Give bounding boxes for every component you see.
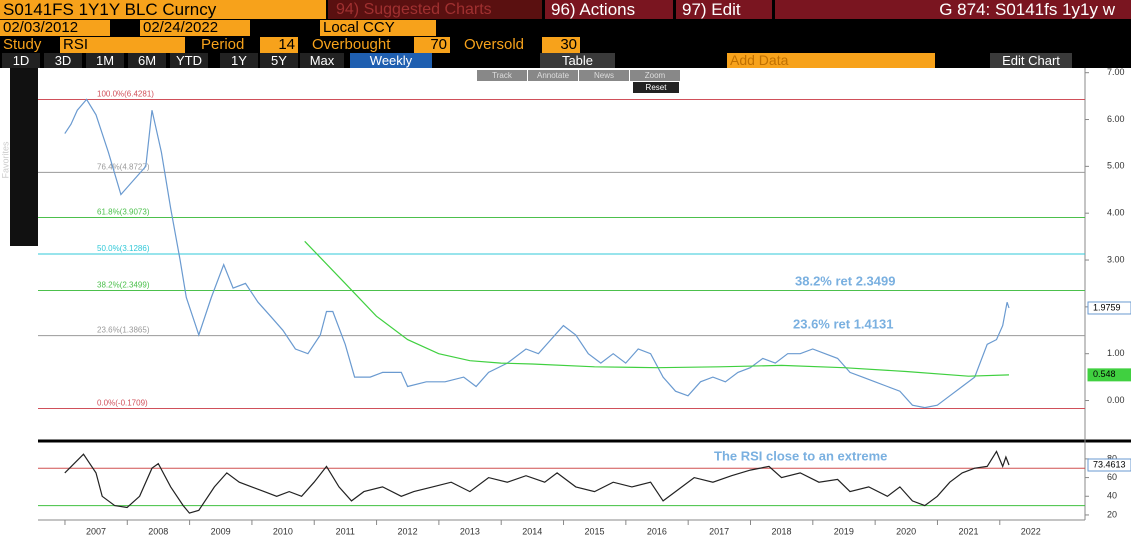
y-tick-label: 4.00 xyxy=(1107,208,1125,218)
study-label: Study xyxy=(3,36,42,53)
table-button[interactable]: Table xyxy=(540,53,615,68)
range-button[interactable]: 1D xyxy=(2,53,40,68)
annotation: 23.6% ret 1.4131 xyxy=(793,316,893,331)
y-tick-label: 60 xyxy=(1107,472,1117,482)
add-data[interactable]: Add Data xyxy=(727,53,935,68)
range-button[interactable]: 5Y xyxy=(260,53,298,68)
overbought[interactable]: 70 xyxy=(414,37,450,53)
range-button[interactable]: YTD xyxy=(170,53,208,68)
range-button[interactable]: 3D xyxy=(44,53,82,68)
page-id: G 874: S0141fs 1y1y w xyxy=(775,0,1131,19)
last-value-box xyxy=(1087,458,1131,472)
x-tick-label: 2020 xyxy=(896,526,916,536)
y-tick-label: 3.00 xyxy=(1107,254,1125,264)
tool-sidebar xyxy=(10,68,38,246)
y-tick-label: 80 xyxy=(1107,453,1117,463)
y-tick-label: 6.00 xyxy=(1107,114,1125,124)
fib-label: 50.0%(3.1286) xyxy=(97,244,150,253)
x-tick-label: 2012 xyxy=(398,526,418,536)
x-tick-label: 2010 xyxy=(273,526,293,536)
y-tick-label: 20 xyxy=(1107,509,1117,519)
x-tick-label: 2018 xyxy=(771,526,791,536)
fib-label: 38.2%(2.3499) xyxy=(97,281,150,290)
reset[interactable]: Reset xyxy=(633,82,679,93)
start-date[interactable]: 02/03/2012 xyxy=(0,20,110,36)
last-value-box xyxy=(1087,368,1131,382)
chart-bg xyxy=(0,68,1131,538)
x-tick-label: 2014 xyxy=(522,526,542,536)
y-tick-label: 7.00 xyxy=(1107,67,1125,77)
x-tick-label: 2011 xyxy=(336,526,355,536)
tool-button[interactable]: Annotate xyxy=(528,70,578,81)
fib-label: 100.0%(6.4281) xyxy=(97,90,154,99)
oversold-label: Oversold xyxy=(464,36,525,53)
tool-button[interactable]: News xyxy=(579,70,629,81)
period-label: Period xyxy=(201,36,245,53)
series-line xyxy=(64,98,1010,409)
series-line xyxy=(304,240,1010,377)
y-tick-label: 40 xyxy=(1107,491,1117,501)
currency[interactable]: Local CCY xyxy=(320,20,436,36)
x-tick-label: 2019 xyxy=(834,526,854,536)
fib-label: 61.8%(3.9073) xyxy=(97,208,150,217)
actions[interactable]: 96) Actions xyxy=(545,0,673,19)
favorites-label: Favorites xyxy=(0,141,10,179)
fib-label: 23.6%(1.3865) xyxy=(97,326,150,335)
x-tick-label: 2016 xyxy=(647,526,667,536)
x-tick-label: 2009 xyxy=(211,526,231,536)
y-tick-label: 0.00 xyxy=(1107,395,1125,405)
fib-label: 76.4%(4.8727) xyxy=(97,162,150,171)
x-tick-label: 2017 xyxy=(709,526,729,536)
x-tick-label: 2021 xyxy=(958,526,978,536)
x-tick-label: 2022 xyxy=(1021,526,1041,536)
oversold[interactable]: 30 xyxy=(542,37,580,53)
edit[interactable]: 97) Edit xyxy=(676,0,772,19)
tool-button[interactable]: Track xyxy=(477,70,527,81)
y-tick-label: 5.00 xyxy=(1107,161,1125,171)
suggested[interactable]: 94) Suggested Charts xyxy=(328,0,542,19)
x-tick-label: 2007 xyxy=(86,526,106,536)
last-value-box xyxy=(1087,301,1131,315)
tool-button[interactable]: Zoom xyxy=(630,70,680,81)
x-tick-label: 2008 xyxy=(148,526,168,536)
study[interactable]: RSI xyxy=(60,37,185,53)
range-button[interactable]: 1M xyxy=(86,53,124,68)
range-button[interactable]: 1Y xyxy=(220,53,258,68)
end-date[interactable]: 02/24/2022 xyxy=(140,20,250,36)
frequency[interactable]: Weekly xyxy=(350,53,432,68)
last-value-label: 73.4613 xyxy=(1093,459,1126,469)
last-value-label: 0.548 xyxy=(1093,369,1116,379)
overbought-label: Overbought xyxy=(312,36,391,53)
series-line xyxy=(64,450,1010,514)
annotation: 38.2% ret 2.3499 xyxy=(795,273,895,288)
range-button[interactable]: 6M xyxy=(128,53,166,68)
x-tick-label: 2013 xyxy=(460,526,480,536)
annotation: The RSI close to an extreme xyxy=(714,448,887,463)
edit-chart[interactable]: Edit Chart xyxy=(990,53,1072,68)
range-button[interactable]: Max xyxy=(300,53,344,68)
x-tick-label: 2015 xyxy=(585,526,605,536)
last-value-label: 1.9759 xyxy=(1093,302,1121,312)
fib-label: 0.0%(-0.1709) xyxy=(97,399,148,408)
period[interactable]: 14 xyxy=(260,37,298,53)
security[interactable]: S0141FS 1Y1Y BLC Curncy xyxy=(0,0,326,19)
y-tick-label: 1.00 xyxy=(1107,348,1125,358)
